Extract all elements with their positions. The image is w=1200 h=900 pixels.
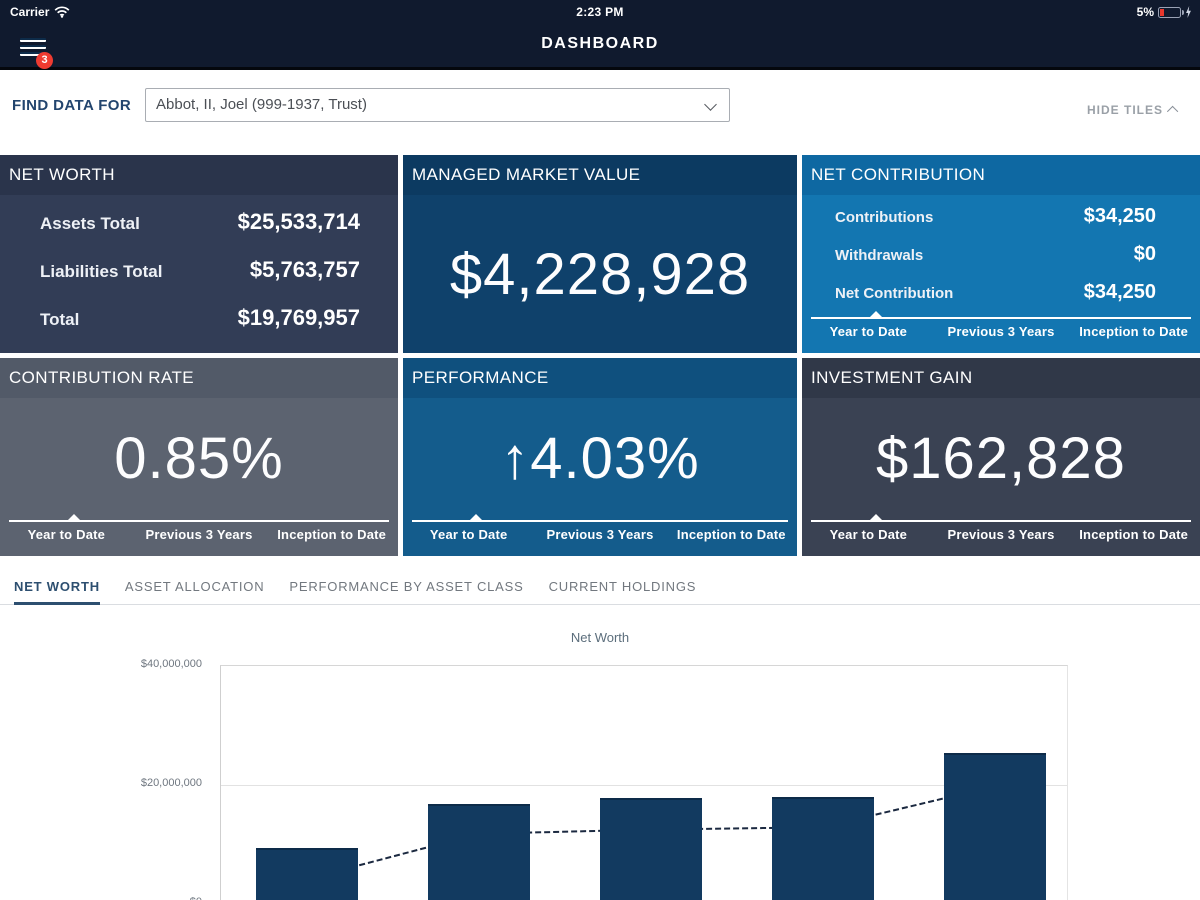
net-worth-chart: Net Worth $40,000,000 $20,000,000 $0: [0, 620, 1200, 900]
period-tab-previous-3-years[interactable]: Previous 3 Years: [947, 527, 1055, 542]
period-tab-year-to-date[interactable]: Year to Date: [27, 527, 106, 542]
period-tab-bar: Year to Date Previous 3 Years Inception …: [802, 311, 1200, 353]
tile-title: INVESTMENT GAIN: [802, 358, 1200, 398]
bar: [600, 798, 702, 900]
kv-row: Liabilities Total $5,763,757: [40, 257, 360, 305]
chart-plot: [220, 665, 1068, 900]
period-tab-bar: Year to Date Previous 3 Years Inception …: [802, 514, 1200, 556]
kv-row: Contributions $34,250: [835, 205, 1156, 243]
tab-line: [9, 514, 389, 522]
row-label: Contributions: [835, 209, 934, 226]
clock: 2:23 PM: [576, 5, 624, 19]
period-tab-previous-3-years[interactable]: Previous 3 Years: [145, 527, 253, 542]
bar: [772, 796, 874, 900]
row-label: Assets Total: [40, 214, 140, 233]
gridline: [221, 785, 1067, 786]
tab-performance-by-asset-class[interactable]: PERFORMANCE BY ASSET CLASS: [289, 579, 524, 594]
section-tab-bar: NET WORTH ASSET ALLOCATION PERFORMANCE B…: [0, 572, 1200, 605]
period-tab-year-to-date[interactable]: Year to Date: [829, 324, 908, 339]
kv-row: Withdrawals $0: [835, 243, 1156, 281]
hide-tiles-label: HIDE TILES: [1086, 103, 1163, 117]
row-label: Total: [40, 310, 80, 329]
period-tab-bar: Year to Date Previous 3 Years Inception …: [403, 514, 797, 556]
tab-net-worth[interactable]: NET WORTH: [14, 572, 100, 605]
tile-net-contribution: NET CONTRIBUTION Contributions $34,250 W…: [802, 155, 1200, 353]
row-value: $5,763,757: [249, 257, 360, 282]
battery-icon: [1158, 6, 1184, 18]
notification-badge: 3: [36, 52, 53, 69]
tile-title: CONTRIBUTION RATE: [0, 358, 398, 398]
row-value: $19,769,957: [237, 305, 360, 330]
y-axis-tick: $0: [127, 896, 202, 900]
row-value: $25,533,714: [237, 209, 360, 234]
status-bar: Carrier 2:23 PM 5%: [0, 0, 1200, 24]
tile-title: MANAGED MARKET VALUE: [403, 155, 797, 195]
tile-investment-gain: INVESTMENT GAIN $162,828 Year to Date Pr…: [802, 358, 1200, 556]
y-axis-tick: $20,000,000: [140, 777, 202, 789]
period-tab-previous-3-years[interactable]: Previous 3 Years: [546, 527, 654, 542]
carrier-label: Carrier: [10, 5, 50, 19]
investment-gain-value: $162,828: [876, 425, 1126, 491]
selected-period-caret-icon: [869, 514, 882, 520]
tab-line: [412, 514, 788, 522]
period-tab-previous-3-years[interactable]: Previous 3 Years: [947, 324, 1055, 339]
nav-bar: 3 DASHBOARD: [0, 24, 1200, 69]
find-data-label: FIND DATA FOR: [12, 97, 132, 114]
account-select[interactable]: Abbot, II, Joel (999-1937, Trust): [145, 88, 730, 122]
tab-line: [811, 311, 1191, 319]
bar: [256, 848, 358, 900]
chevron-down-icon: [704, 98, 717, 111]
bar: [428, 804, 530, 900]
kv-row: Assets Total $25,533,714: [40, 209, 360, 257]
period-tab-year-to-date[interactable]: Year to Date: [829, 527, 908, 542]
selected-period-caret-icon: [869, 311, 882, 317]
wifi-icon: [54, 6, 70, 18]
tab-line: [811, 514, 1191, 522]
kv-row: Net Contribution $34,250: [835, 281, 1156, 319]
battery-percent: 5%: [1136, 5, 1154, 19]
row-label: Net Contribution: [835, 285, 954, 302]
selected-period-caret-icon: [469, 514, 482, 520]
period-tab-inception-to-date[interactable]: Inception to Date: [1079, 527, 1189, 542]
selected-period-caret-icon: [67, 514, 80, 520]
chevron-up-icon: [1166, 105, 1179, 118]
period-tab-inception-to-date[interactable]: Inception to Date: [1079, 324, 1189, 339]
tile-title: NET CONTRIBUTION: [802, 155, 1200, 195]
tile-managed-market-value: MANAGED MARKET VALUE $4,228,928: [403, 155, 797, 353]
tab-current-holdings[interactable]: CURRENT HOLDINGS: [548, 579, 697, 594]
charging-bolt-icon: [1186, 6, 1191, 18]
tile-contribution-rate: CONTRIBUTION RATE 0.85% Year to Date Pre…: [0, 358, 398, 556]
row-value: $34,250: [1083, 205, 1156, 227]
top-bar: Carrier 2:23 PM 5% 3 DASHBOARD: [0, 0, 1200, 70]
tile-performance: PERFORMANCE ↑4.03% Year to Date Previous…: [403, 358, 797, 556]
period-tab-inception-to-date[interactable]: Inception to Date: [676, 527, 786, 542]
account-select-value: Abbot, II, Joel (999-1937, Trust): [156, 96, 367, 113]
chart-title: Net Worth: [570, 630, 630, 645]
page-title: DASHBOARD: [541, 35, 659, 52]
net-worth-line-series: [306, 785, 996, 880]
menu-button[interactable]: [20, 36, 46, 58]
period-tab-bar: Year to Date Previous 3 Years Inception …: [0, 514, 398, 556]
hide-tiles-button[interactable]: HIDE TILES: [1086, 103, 1179, 118]
contribution-rate-value: 0.85%: [114, 425, 284, 491]
summary-tiles: NET WORTH Assets Total $25,533,714 Liabi…: [0, 155, 1200, 556]
kv-row: Total $19,769,957: [40, 305, 360, 353]
up-arrow-icon: ↑: [500, 425, 531, 491]
find-data-row: FIND DATA FOR Abbot, II, Joel (999-1937,…: [0, 73, 1200, 153]
period-tab-inception-to-date[interactable]: Inception to Date: [277, 527, 387, 542]
tile-title: NET WORTH: [0, 155, 398, 195]
tab-asset-allocation[interactable]: ASSET ALLOCATION: [124, 579, 265, 594]
y-axis-tick: $40,000,000: [140, 658, 202, 670]
row-label: Withdrawals: [835, 247, 924, 264]
tile-title: PERFORMANCE: [403, 358, 797, 398]
row-label: Liabilities Total: [40, 262, 163, 281]
bar: [944, 752, 1046, 900]
period-tab-year-to-date[interactable]: Year to Date: [429, 527, 508, 542]
performance-value: ↑4.03%: [500, 425, 700, 491]
managed-market-value: $4,228,928: [449, 241, 751, 307]
row-value: $34,250: [1083, 281, 1156, 303]
row-value: $0: [1133, 243, 1156, 265]
tile-net-worth: NET WORTH Assets Total $25,533,714 Liabi…: [0, 155, 398, 353]
